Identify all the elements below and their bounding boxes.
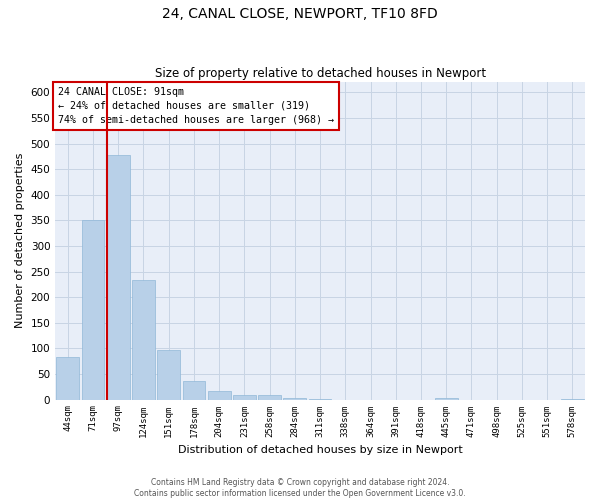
X-axis label: Distribution of detached houses by size in Newport: Distribution of detached houses by size … [178,445,463,455]
Bar [283,398,306,400]
Bar [258,396,281,400]
Bar [561,398,584,400]
Bar [233,396,256,400]
Bar [82,220,104,400]
Bar [132,280,155,400]
Bar [309,398,331,400]
Text: 24 CANAL CLOSE: 91sqm
← 24% of detached houses are smaller (319)
74% of semi-det: 24 CANAL CLOSE: 91sqm ← 24% of detached … [58,87,334,125]
Bar [208,391,230,400]
Bar [435,398,458,400]
Bar [56,357,79,400]
Bar [182,380,205,400]
Bar [107,155,130,400]
Y-axis label: Number of detached properties: Number of detached properties [15,153,25,328]
Text: 24, CANAL CLOSE, NEWPORT, TF10 8FD: 24, CANAL CLOSE, NEWPORT, TF10 8FD [162,8,438,22]
Bar [157,350,180,400]
Text: Contains HM Land Registry data © Crown copyright and database right 2024.
Contai: Contains HM Land Registry data © Crown c… [134,478,466,498]
Title: Size of property relative to detached houses in Newport: Size of property relative to detached ho… [155,66,485,80]
